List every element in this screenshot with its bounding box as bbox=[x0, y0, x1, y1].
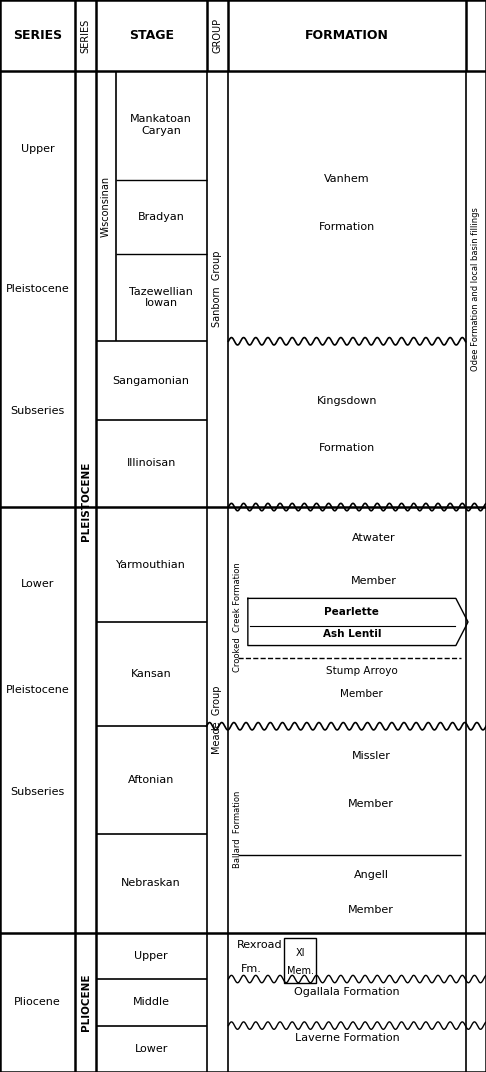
Text: Kansan: Kansan bbox=[131, 669, 172, 679]
Text: Vanhem: Vanhem bbox=[324, 175, 370, 184]
Text: Lower: Lower bbox=[135, 1044, 168, 1054]
Text: PLEISTOCENE: PLEISTOCENE bbox=[81, 462, 90, 541]
Text: Subseries: Subseries bbox=[11, 787, 65, 798]
Polygon shape bbox=[248, 598, 468, 645]
Text: Pliocene: Pliocene bbox=[14, 997, 61, 1008]
Text: Member: Member bbox=[348, 905, 394, 915]
Text: STAGE: STAGE bbox=[129, 29, 174, 42]
Text: Odee Formation and local basin fillings: Odee Formation and local basin fillings bbox=[471, 207, 480, 371]
Text: Member: Member bbox=[348, 799, 394, 808]
Text: Laverne Formation: Laverne Formation bbox=[295, 1033, 399, 1043]
Text: Ash Lentil: Ash Lentil bbox=[323, 629, 381, 639]
Text: Aftonian: Aftonian bbox=[128, 775, 174, 785]
Text: Pleistocene: Pleistocene bbox=[6, 685, 69, 695]
Text: Member: Member bbox=[351, 576, 397, 585]
Text: Lower: Lower bbox=[21, 579, 54, 589]
Text: Pleistocene: Pleistocene bbox=[6, 284, 69, 294]
Text: Formation: Formation bbox=[319, 443, 375, 452]
Text: Wisconsinan: Wisconsinan bbox=[101, 176, 111, 237]
Text: PLIOCENE: PLIOCENE bbox=[81, 973, 90, 1031]
Text: Mem.: Mem. bbox=[287, 966, 313, 976]
Text: Illinoisan: Illinoisan bbox=[126, 459, 176, 468]
Text: SERIES: SERIES bbox=[81, 18, 90, 53]
Text: Rexroad: Rexroad bbox=[237, 940, 283, 950]
Text: Formation: Formation bbox=[319, 223, 375, 233]
Text: Atwater: Atwater bbox=[352, 533, 396, 542]
Text: GROUP: GROUP bbox=[212, 18, 223, 53]
Text: Subseries: Subseries bbox=[11, 406, 65, 416]
Text: Upper: Upper bbox=[21, 145, 54, 154]
Text: Ogallala Formation: Ogallala Formation bbox=[294, 986, 400, 997]
Text: Kingsdown: Kingsdown bbox=[317, 396, 377, 405]
Text: Yarmouthian: Yarmouthian bbox=[116, 560, 186, 569]
Text: Stump Arroyo: Stump Arroyo bbox=[326, 666, 398, 675]
Text: Bradyan: Bradyan bbox=[138, 212, 185, 222]
Text: FORMATION: FORMATION bbox=[305, 29, 389, 42]
Text: Sanborn  Group: Sanborn Group bbox=[212, 251, 223, 327]
Text: Upper: Upper bbox=[134, 951, 168, 961]
Text: Crooked  Creek Formation: Crooked Creek Formation bbox=[233, 562, 242, 671]
Text: Meade  Group: Meade Group bbox=[212, 686, 223, 754]
Text: Tazewellian
Iowan: Tazewellian Iowan bbox=[129, 287, 193, 309]
Text: Missler: Missler bbox=[352, 751, 391, 761]
Text: Pearlette: Pearlette bbox=[325, 608, 379, 617]
Text: Nebraskan: Nebraskan bbox=[122, 878, 181, 889]
Text: Ballard  Formation: Ballard Formation bbox=[233, 791, 242, 868]
Text: XI: XI bbox=[295, 948, 305, 957]
Text: Member: Member bbox=[340, 689, 383, 699]
Text: SERIES: SERIES bbox=[13, 29, 62, 42]
Text: Fm.: Fm. bbox=[241, 964, 261, 973]
Bar bbox=[284, 938, 316, 983]
Text: Mankatoan
Caryan: Mankatoan Caryan bbox=[130, 115, 192, 136]
Text: Sangamonian: Sangamonian bbox=[113, 375, 190, 386]
Text: Middle: Middle bbox=[133, 997, 170, 1008]
Text: Angell: Angell bbox=[354, 869, 389, 880]
